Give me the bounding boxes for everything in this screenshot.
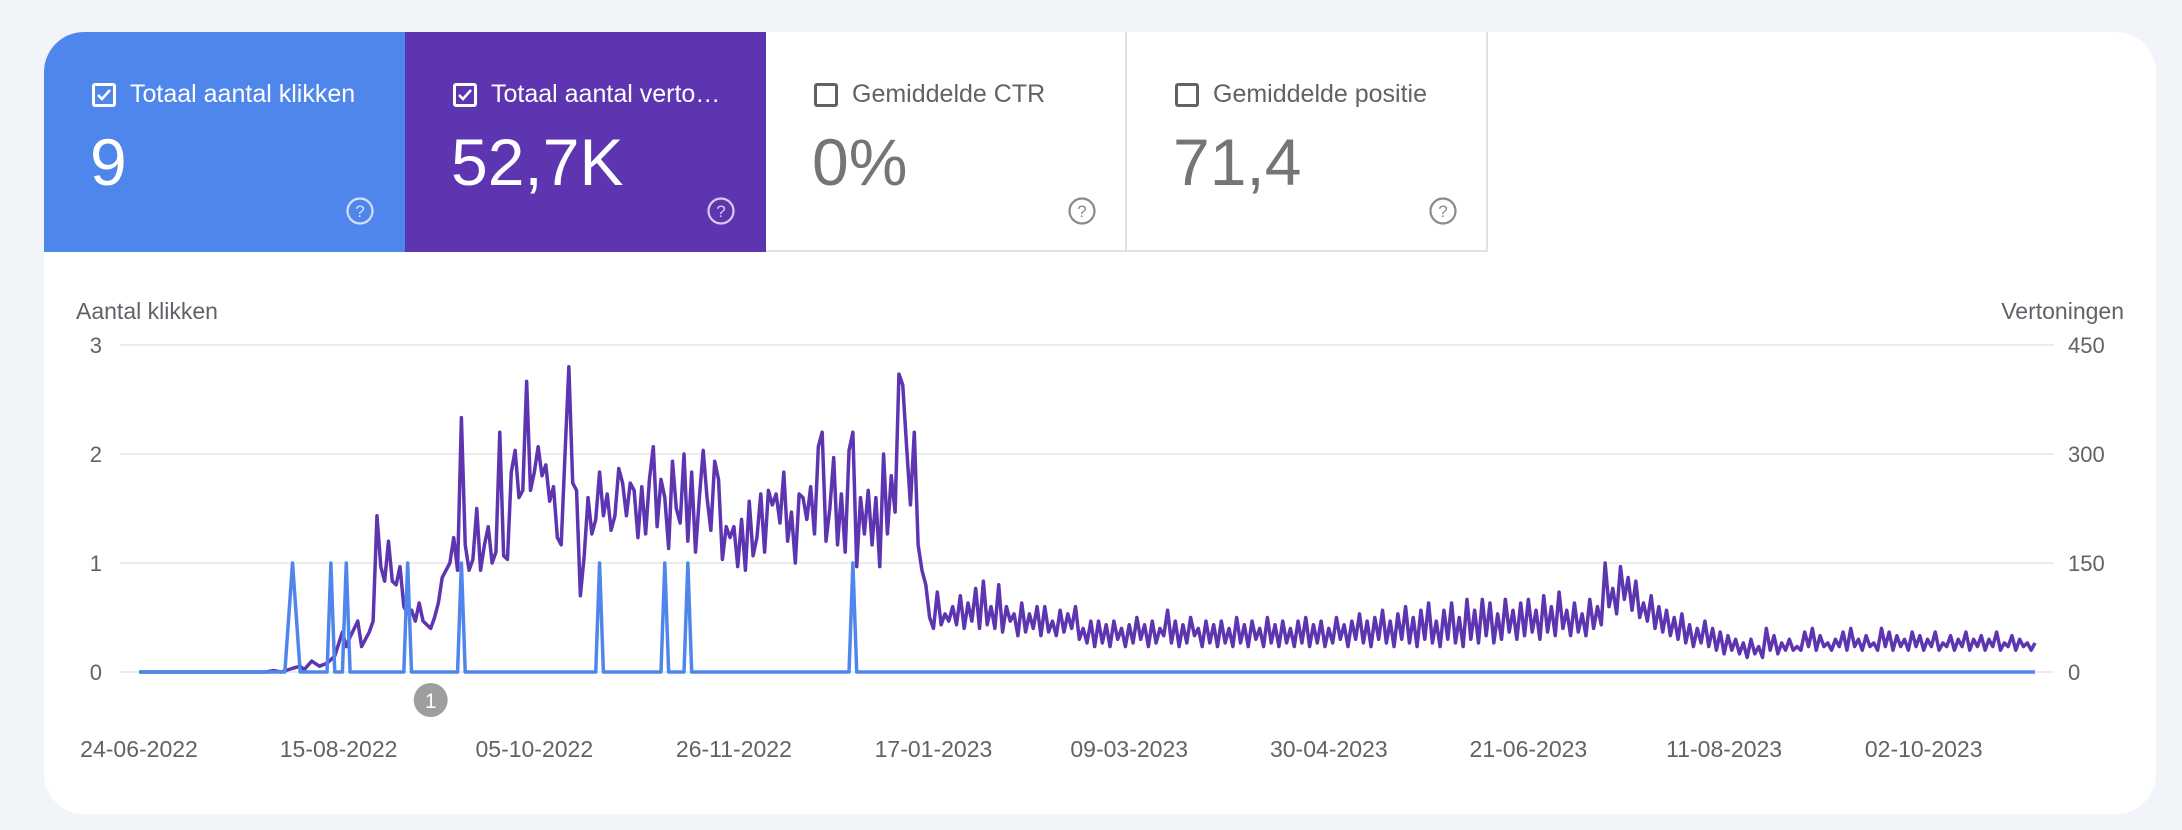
metric-value: 0%	[812, 125, 908, 199]
metric-value: 71,4	[1173, 125, 1302, 199]
checkbox-impressions[interactable]	[453, 82, 477, 107]
help-circle-icon[interactable]: ?	[706, 196, 736, 226]
metric-value: 9	[90, 125, 127, 199]
x-tick-label: 21-06-2023	[1470, 736, 1588, 762]
metric-value: 52,7K	[451, 125, 624, 199]
metric-card-impressions[interactable]: Totaal aantal vertoningen 52,7K ?	[405, 32, 766, 252]
checkbox-ctr[interactable]	[814, 82, 838, 107]
x-tick-label: 24-06-2022	[80, 736, 198, 762]
left-tick-label: 0	[90, 660, 102, 685]
right-tick-label: 300	[2068, 442, 2105, 467]
x-tick-label: 05-10-2022	[475, 736, 593, 762]
left-tick-label: 1	[90, 551, 102, 576]
metric-tabs: Totaal aantal klikken 9 ? Totaal aantal …	[44, 32, 1488, 252]
annotation-label: 1	[425, 690, 437, 713]
help-circle-icon[interactable]: ?	[1067, 196, 1097, 226]
left-tick-label: 3	[90, 333, 102, 358]
clicks-line	[139, 561, 2035, 674]
series-lines	[139, 365, 2037, 674]
annotations: 1	[413, 683, 448, 717]
x-tick-label: 09-03-2023	[1070, 736, 1188, 762]
x-tick-label: 30-04-2023	[1270, 736, 1388, 762]
x-tick-label: 02-10-2023	[1865, 736, 1983, 762]
checkbox-clicks[interactable]	[92, 82, 116, 107]
left-axis-title: Aantal klikken	[76, 298, 218, 324]
annotation-marker: 1	[413, 683, 448, 717]
right-tick-label: 450	[2068, 333, 2105, 358]
svg-text:?: ?	[716, 202, 725, 221]
x-tick-label: 26-11-2022	[676, 736, 792, 762]
svg-text:?: ?	[1077, 202, 1086, 221]
left-tick-label: 2	[90, 442, 102, 467]
help-circle-icon[interactable]: ?	[1428, 196, 1458, 226]
x-tick-label: 15-08-2022	[280, 736, 398, 762]
right-tick-label: 0	[2068, 660, 2080, 685]
x-tick-label: 17-01-2023	[875, 736, 993, 762]
impressions-line	[139, 365, 2037, 674]
metric-card-ctr[interactable]: Gemiddelde CTR 0% ?	[766, 32, 1127, 252]
performance-chart[interactable]: 0 1 2 3 0 150 300 450 24-06-2022 15-08-2022 05-10-…	[44, 32, 2156, 814]
svg-text:?: ?	[1438, 202, 1447, 221]
metric-card-position[interactable]: Gemiddelde positie 71,4 ?	[1127, 32, 1488, 252]
x-tick-label: 11-08-2023	[1666, 736, 1782, 762]
right-axis-title: Vertoningen	[2001, 298, 2124, 324]
svg-text:?: ?	[355, 202, 364, 221]
right-tick-label: 150	[2068, 551, 2105, 576]
performance-card: Totaal aantal klikken 9 ? Totaal aantal …	[44, 32, 2156, 814]
metric-card-clicks[interactable]: Totaal aantal klikken 9 ?	[44, 32, 405, 252]
checkbox-position[interactable]	[1175, 82, 1199, 107]
help-circle-icon[interactable]: ?	[345, 196, 375, 226]
axis-ticks: 0 1 2 3 0 150 300 450 24-06-2022 15-08-2022 05-10-…	[80, 333, 2105, 762]
